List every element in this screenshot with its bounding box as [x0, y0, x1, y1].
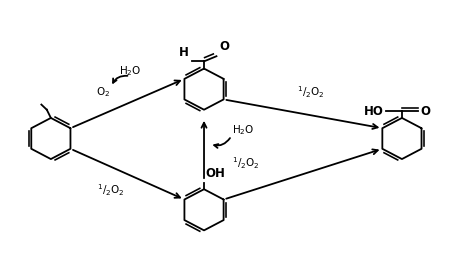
Text: H$_2$O: H$_2$O [232, 123, 254, 137]
Text: $^1/_2$O$_2$: $^1/_2$O$_2$ [297, 84, 325, 100]
Text: $^1/_2$O$_2$: $^1/_2$O$_2$ [97, 183, 125, 198]
Text: O: O [219, 40, 229, 53]
Text: H: H [179, 46, 189, 59]
Text: HO: HO [364, 105, 383, 118]
Text: $^1/_2$O$_2$: $^1/_2$O$_2$ [232, 155, 259, 171]
Text: O$_2$: O$_2$ [96, 86, 109, 99]
Text: H$_2$O: H$_2$O [119, 64, 141, 78]
Text: O: O [420, 105, 430, 118]
Text: OH: OH [205, 167, 225, 180]
